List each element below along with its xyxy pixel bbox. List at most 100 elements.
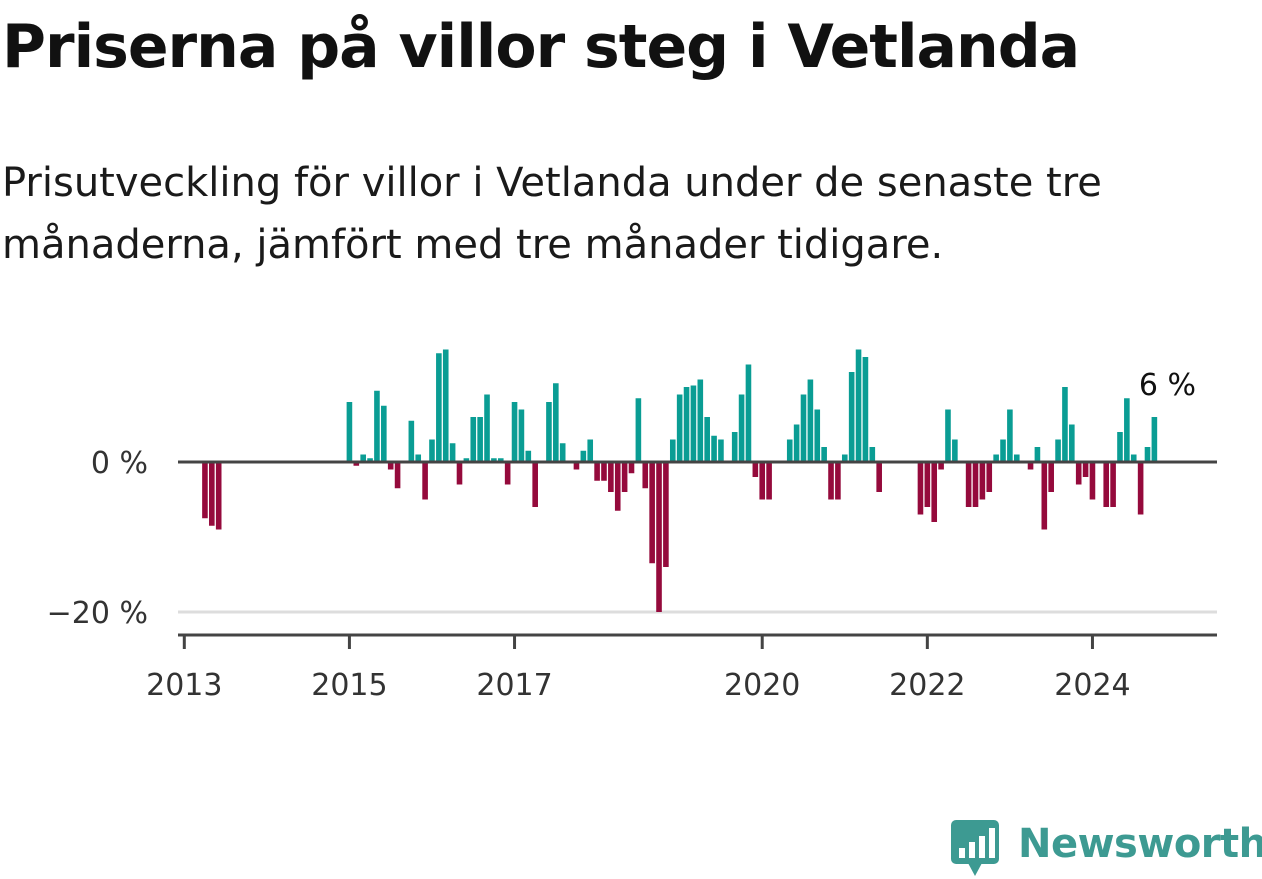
bar: [360, 454, 366, 462]
bar: [491, 458, 497, 462]
bar: [1103, 462, 1110, 507]
x-tick-label: 2017: [476, 668, 552, 703]
bar: [594, 462, 600, 481]
bar: [676, 394, 683, 462]
bar: [642, 462, 649, 489]
bar: [1007, 409, 1013, 462]
bar: [209, 462, 215, 526]
bar: [1082, 462, 1089, 477]
bar: [704, 417, 710, 462]
bar: [374, 390, 380, 462]
x-tick-label: 2013: [146, 668, 222, 703]
bar: [1013, 454, 1020, 462]
bar: [553, 383, 559, 462]
bar: [436, 353, 442, 462]
bar: [986, 462, 993, 492]
bar: [1137, 462, 1144, 515]
bar: [1144, 447, 1151, 462]
bar: [1075, 462, 1082, 485]
bar: [814, 409, 821, 462]
bar: [381, 405, 387, 462]
bar: [367, 458, 373, 462]
newsworthy-logo-icon: [951, 820, 999, 876]
bar: [1089, 462, 1096, 500]
bar: [518, 409, 525, 462]
bar: [608, 462, 614, 492]
bar-chart: 0 % −20 % 2013 2015 2017 2020 2022 2024 6 %: [47, 349, 1217, 703]
bar: [621, 462, 628, 492]
bar: [353, 462, 360, 466]
x-tick-label: 2020: [724, 668, 800, 703]
bar: [759, 462, 766, 500]
bar: [532, 462, 538, 507]
bar: [731, 432, 738, 462]
bar: [690, 385, 697, 462]
bar: [525, 450, 532, 462]
bar: [683, 387, 690, 462]
bar: [821, 447, 827, 462]
x-tick-label: 2022: [889, 668, 965, 703]
bar: [1027, 462, 1034, 470]
bar: [800, 394, 807, 462]
bar: [945, 409, 951, 462]
bar: [807, 379, 814, 462]
bar: [456, 462, 463, 485]
bar: [1034, 447, 1041, 462]
bar: [504, 462, 511, 485]
bar: [828, 462, 834, 500]
bar: [1110, 462, 1116, 507]
bar: [718, 439, 724, 462]
bar: [841, 454, 848, 462]
bar: [752, 462, 759, 477]
bar: [470, 417, 477, 462]
x-tick-label: 2015: [311, 668, 387, 703]
bar: [793, 424, 800, 462]
bar: [449, 443, 456, 462]
bar: [408, 420, 415, 462]
bar: [628, 462, 635, 474]
bar: [952, 439, 958, 462]
bar: [1041, 462, 1048, 530]
bar: [862, 357, 869, 462]
x-axis-ticks: 2013 2015 2017 2020 2022 2024: [146, 635, 1131, 703]
bar: [656, 462, 662, 612]
bar: [711, 435, 717, 462]
bar: [511, 402, 518, 462]
bar: [614, 462, 621, 511]
bar: [587, 439, 594, 462]
bar: [497, 458, 504, 462]
bar: [394, 462, 401, 489]
bar: [484, 394, 490, 462]
bar: [938, 462, 944, 470]
bar: [1055, 439, 1061, 462]
bar: [1117, 432, 1123, 462]
bar: [1048, 462, 1054, 492]
bar: [738, 394, 745, 462]
chart-title: Priserna på villor steg i Vetlanda: [2, 12, 1080, 82]
bar: [463, 458, 470, 462]
bar: [202, 462, 208, 519]
bar: [601, 462, 607, 481]
bar: [1124, 398, 1130, 462]
bar: [1000, 439, 1006, 462]
bar: [1130, 454, 1137, 462]
bar: [573, 462, 580, 470]
newsworthy-logo: Newsworthy: [950, 818, 1262, 878]
bar: [442, 349, 449, 462]
bar: [848, 372, 855, 462]
bar: [429, 439, 435, 462]
brand-name: Newsworthy: [1018, 821, 1262, 867]
y-axis-ticks: 0 % −20 %: [47, 446, 148, 631]
bar: [215, 462, 222, 530]
bar: [669, 439, 676, 462]
bar: [546, 402, 552, 462]
bar: [415, 454, 422, 462]
chart-subtitle: Prisutveckling för villor i Vetlanda und…: [2, 160, 1102, 268]
bar: [869, 447, 876, 462]
bar: [917, 462, 924, 515]
bar: [649, 462, 655, 564]
bar: [766, 462, 772, 500]
y-tick-label: −20 %: [47, 596, 148, 631]
bar: [1069, 424, 1075, 462]
bar: [972, 462, 979, 507]
